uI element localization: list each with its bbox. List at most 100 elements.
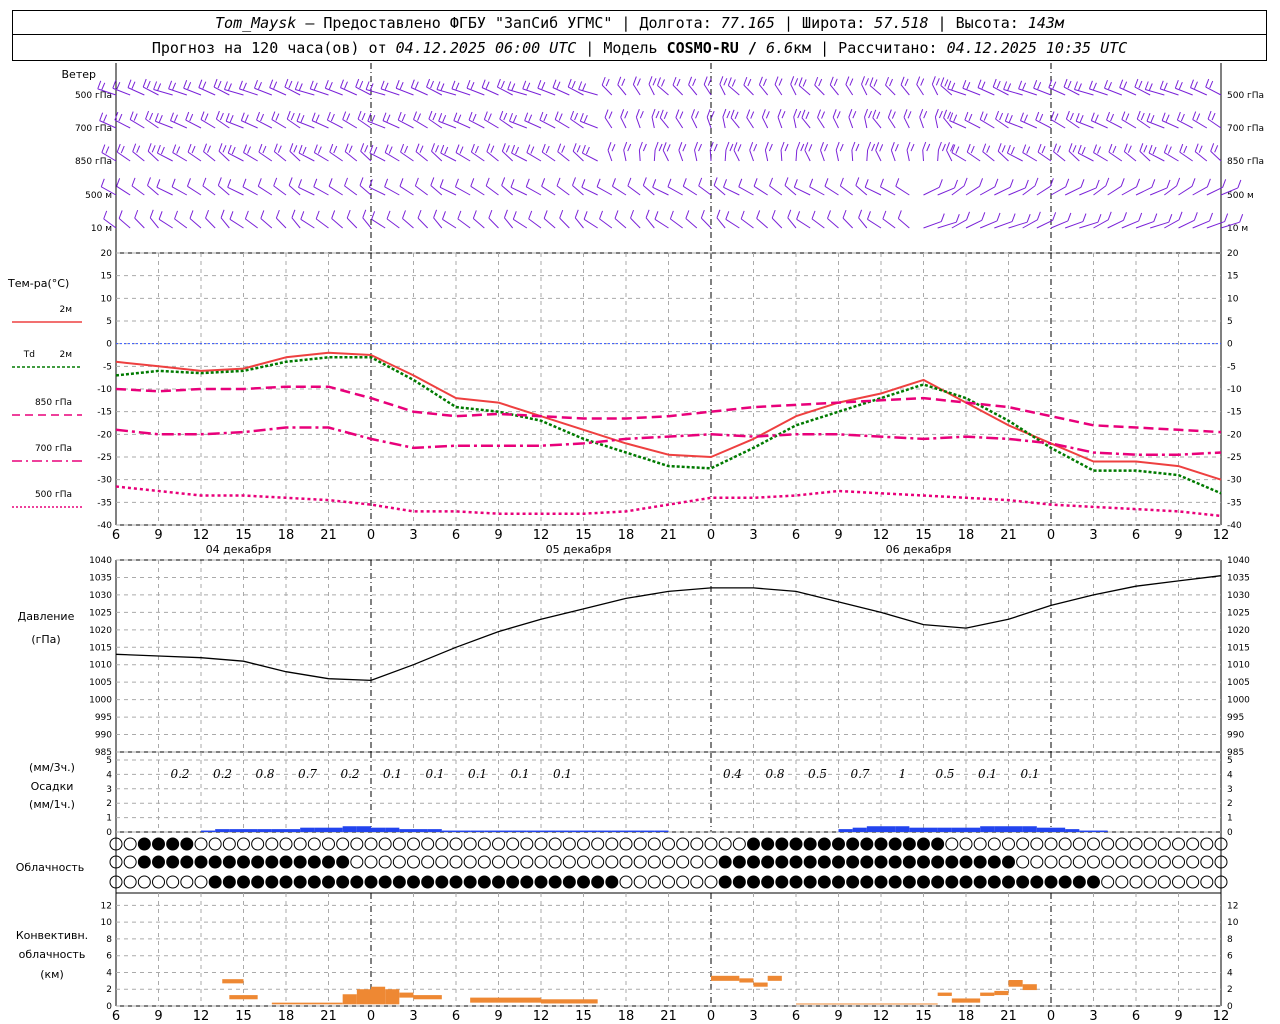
x-hour-label-bottom: 0 xyxy=(367,1009,375,1024)
wind-barb-shaft xyxy=(994,186,1011,196)
wind-barb-feather xyxy=(315,114,320,122)
wind-barb-shaft xyxy=(329,151,343,162)
wind-barb-shaft xyxy=(840,185,853,196)
pressure-ytick-left: 1040 xyxy=(89,556,112,566)
wind-barb-shaft xyxy=(964,119,981,129)
wind-barb-shaft xyxy=(691,117,698,129)
precip-hourly-bar xyxy=(852,827,867,832)
x-hour-label: 0 xyxy=(1047,528,1055,543)
wind-barb-feather xyxy=(296,113,301,122)
precip-hourly-bar xyxy=(555,830,570,832)
wind-barb-feather xyxy=(872,109,877,118)
cloud-cover-symbol xyxy=(647,837,661,851)
convective-ytick-left: 10 xyxy=(101,918,113,928)
wind-barb-feather xyxy=(953,114,958,122)
wind-barb-feather xyxy=(414,81,419,89)
temp-ytick-right: -35 xyxy=(1227,498,1242,508)
pressure-ytick-right: 1000 xyxy=(1227,696,1250,706)
wind-barb-shaft xyxy=(777,117,783,129)
pressure-ytick-left: 1020 xyxy=(89,626,112,636)
precip-hourly-bar xyxy=(626,830,641,832)
wind-barb-shaft xyxy=(596,186,613,196)
wind-barb-shaft xyxy=(581,186,598,196)
x-hour-label-bottom: 15 xyxy=(235,1009,252,1024)
wind-barb-feather xyxy=(869,77,874,86)
pressure-unit: (гПа) xyxy=(31,633,60,646)
precip-hourly-bar xyxy=(583,830,598,832)
cloud-cover-symbol xyxy=(987,855,1001,869)
wind-barb-shaft xyxy=(556,185,570,196)
pressure-ytick-left: 1010 xyxy=(89,661,112,671)
wind-barb-feather xyxy=(621,78,626,86)
wind-barb-shaft xyxy=(1210,150,1222,162)
wind-barb-shaft xyxy=(1104,87,1123,96)
cloud-cover-symbol xyxy=(463,837,477,851)
wind-barb-feather xyxy=(254,80,258,89)
wind-barb-feather xyxy=(652,78,657,86)
wind-barb-feather xyxy=(313,82,318,91)
wind-barb-feather xyxy=(572,143,577,152)
cloud-cover-symbol xyxy=(633,875,647,889)
wind-barb-feather xyxy=(1136,110,1141,120)
cloud-cover-symbol xyxy=(973,837,987,851)
wind-barb-feather xyxy=(1018,80,1023,90)
wind-barb-feather xyxy=(541,82,546,90)
wind-barb-feather xyxy=(528,210,533,220)
x-hour-label-bottom: 3 xyxy=(749,1009,757,1024)
wind-barb-feather xyxy=(526,144,531,153)
wind-barb-feather xyxy=(1093,144,1097,153)
wind-barb-feather xyxy=(740,210,745,220)
wind-barb-shaft xyxy=(511,152,528,162)
wind-barb-feather xyxy=(997,143,1002,152)
temp-ytick-right: -20 xyxy=(1227,430,1242,440)
pressure-ytick-left: 985 xyxy=(95,748,112,758)
cloud-cover-symbol xyxy=(662,837,675,851)
temp-ytick-left: -20 xyxy=(97,430,112,440)
wind-barb-feather xyxy=(842,209,847,219)
cloud-cover-symbol xyxy=(222,837,236,851)
wind-barb-feather xyxy=(1034,177,1039,187)
cloud-cover-symbol xyxy=(860,837,874,851)
wind-barb-shaft xyxy=(147,185,159,196)
wind-level-label-left: 500 гПа xyxy=(75,91,112,101)
convective-cloud-block xyxy=(1008,980,1023,987)
wind-barb-feather xyxy=(153,81,158,90)
wind-barb-feather xyxy=(1063,78,1068,88)
convective-ytick-left: 2 xyxy=(106,985,112,995)
model-label: | Модель xyxy=(576,38,667,57)
wind-barb-feather xyxy=(607,141,612,151)
wind-barb-feather xyxy=(158,211,163,220)
wind-barb-feather xyxy=(382,112,387,121)
wind-barb-feather xyxy=(667,178,672,188)
cloud-cover-symbol xyxy=(350,875,364,889)
temp-legend-label: 2м xyxy=(59,350,72,360)
wind-barb-feather xyxy=(765,111,770,119)
wind-barb-shaft xyxy=(1093,219,1109,229)
temp-ytick-right: -15 xyxy=(1227,408,1242,418)
x-hour-label: 0 xyxy=(707,528,715,543)
cloud-cover-symbol xyxy=(265,855,279,869)
wind-barb-shaft xyxy=(1107,219,1124,229)
wind-level-label-right: 500 гПа xyxy=(1227,91,1264,101)
wind-barb-shaft xyxy=(1134,86,1151,96)
wind-barb-shaft xyxy=(185,119,202,129)
wind-barb-shaft xyxy=(780,149,783,162)
convective-cloud-block xyxy=(937,992,952,996)
cloud-cover-symbol xyxy=(279,875,293,889)
cloud-cover-symbol xyxy=(562,837,576,851)
x-hour-label: 21 xyxy=(660,528,677,543)
wind-barb-feather xyxy=(572,177,576,186)
wind-barb-shaft xyxy=(1064,221,1084,229)
wind-barb-shaft xyxy=(457,218,471,229)
wind-barb-feather xyxy=(1194,143,1199,152)
wind-barb-shaft xyxy=(526,152,542,162)
wind-barb-feather xyxy=(217,80,222,89)
x-hour-label: 6 xyxy=(112,528,120,543)
wind-barb-feather xyxy=(1183,145,1188,154)
wind-barb-shaft xyxy=(198,87,216,96)
wind-barb-shaft xyxy=(355,86,372,96)
wind-barb-feather xyxy=(845,76,850,85)
cloud-cover-symbol xyxy=(718,855,732,869)
wind-barb-feather xyxy=(950,144,954,152)
cloud-cover-symbol xyxy=(959,837,973,851)
